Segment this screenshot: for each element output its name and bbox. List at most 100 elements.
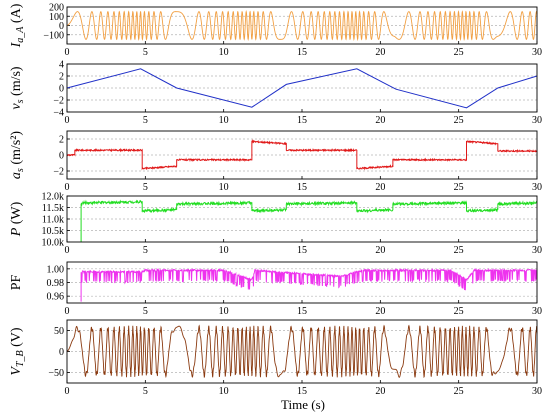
x-tick-label: 0 (65, 386, 70, 397)
y-label-unit: (V) (9, 327, 24, 350)
x-tick-label: 5 (143, 386, 148, 397)
series-line-as (66, 139, 538, 171)
x-tick-label: 5 (143, 115, 148, 126)
y-tick-label: 200 (49, 3, 64, 14)
y-tick-label: 10.5k (42, 226, 65, 237)
x-tick-label: 15 (297, 245, 307, 256)
plot-frame (66, 261, 538, 304)
y-tick-label: 4 (59, 60, 64, 71)
x-tick-label: 30 (532, 47, 542, 58)
plot-frame (66, 6, 538, 45)
y-tick-label: 2 (59, 135, 64, 146)
y-tick-label: −50 (48, 368, 64, 379)
x-tick-label: 0 (65, 47, 70, 58)
x-tick-label: 15 (297, 47, 307, 58)
y-label-main: v (9, 103, 24, 110)
x-tick-label: 0 (65, 182, 70, 193)
y-label-main: P (9, 227, 24, 237)
x-tick-label: 25 (454, 115, 464, 126)
panel-pf: 0.96 0.98 1.00 0 5 10 15 20 25 30 PF (9, 261, 542, 317)
x-tick-label: 25 (454, 306, 464, 317)
x-tick-label: 30 (532, 306, 542, 317)
x-tick-label: 10 (219, 386, 229, 397)
x-tick-label: 20 (375, 245, 385, 256)
y-tick-label: 11.0k (42, 215, 64, 226)
x-tick-label: 30 (532, 245, 542, 256)
series-line-pf (80, 267, 538, 302)
y-label-unit: (m/s²) (9, 131, 24, 169)
y-tick-label: −100 (43, 30, 64, 41)
y-tick-label: 0 (59, 347, 64, 358)
x-tick-label: 10 (219, 245, 229, 256)
x-tick-label: 20 (375, 306, 385, 317)
y-label-subscript: s (15, 99, 26, 103)
x-tick-label: 25 (454, 245, 464, 256)
y-label-unit: (W) (9, 201, 24, 227)
y-label-unit: (A) (9, 3, 24, 26)
x-tick-label: 10 (219, 115, 229, 126)
y-label-subscript: a_A (15, 26, 26, 43)
x-tick-label: 25 (454, 386, 464, 397)
x-tick-label: 15 (297, 182, 307, 193)
y-label-main: PF (9, 275, 24, 291)
x-tick-label: 20 (375, 47, 385, 58)
x-tick-label: 15 (297, 386, 307, 397)
y-tick-label: 50 (54, 326, 64, 337)
y-tick-label: 100 (49, 12, 64, 23)
x-tick-label: 10 (219, 47, 229, 58)
y-tick-label: −4 (53, 108, 64, 119)
series-line-vt (66, 324, 538, 379)
y-tick-label: 10.0k (42, 238, 65, 249)
x-tick-label: 30 (532, 115, 542, 126)
x-tick-label: 15 (297, 115, 307, 126)
y-tick-label: 0.96 (47, 292, 65, 303)
x-tick-label: 20 (375, 386, 385, 397)
x-tick-label: 25 (454, 182, 464, 193)
y-tick-label: 12.0k (42, 192, 65, 203)
y-axis-label: vs (m/s) (9, 66, 26, 110)
x-tick-label: 0 (65, 115, 70, 126)
y-tick-label: 0 (59, 84, 64, 95)
y-axis-label: VT_B (V) (9, 327, 26, 376)
plot-frame (66, 63, 538, 113)
y-tick-label: 11.5k (42, 203, 64, 214)
x-tick-label: 0 (65, 245, 70, 256)
x-tick-label: 30 (532, 182, 542, 193)
y-tick-label: 2 (59, 72, 64, 83)
y-tick-label: −2 (53, 167, 64, 178)
y-axis-label: Ia_A (A) (9, 3, 26, 48)
x-tick-label: 20 (375, 115, 385, 126)
x-tick-label: 15 (297, 306, 307, 317)
y-label-main: a (9, 172, 24, 179)
y-tick-label: −2 (53, 96, 64, 107)
x-tick-label: 10 (219, 306, 229, 317)
y-axis-label: PF (9, 275, 24, 291)
y-tick-label: 1.00 (47, 264, 65, 275)
x-axis-label: Time (s) (281, 397, 325, 412)
x-tick-label: 20 (375, 182, 385, 193)
series-line-p (80, 199, 538, 242)
x-tick-label: 5 (143, 306, 148, 317)
x-tick-label: 5 (143, 245, 148, 256)
y-label-main: V (9, 366, 24, 376)
series-line-vs (66, 68, 538, 109)
y-axis-label: as (m/s²) (9, 131, 26, 179)
x-tick-label: 10 (219, 182, 229, 193)
x-tick-label: 5 (143, 47, 148, 58)
plot-frame (66, 130, 538, 180)
x-tick-label: 0 (65, 306, 70, 317)
y-label-main: I (9, 41, 24, 48)
y-tick-label: 0.98 (47, 278, 65, 289)
x-tick-label: 30 (532, 386, 542, 397)
x-tick-label: 25 (454, 47, 464, 58)
plot-frame (66, 319, 538, 384)
y-label-unit: (m/s) (9, 66, 24, 99)
series-line-ia (66, 10, 538, 42)
y-axis-label: P (W) (9, 201, 24, 237)
plot-frame (66, 195, 538, 243)
x-tick-label: 5 (143, 182, 148, 193)
